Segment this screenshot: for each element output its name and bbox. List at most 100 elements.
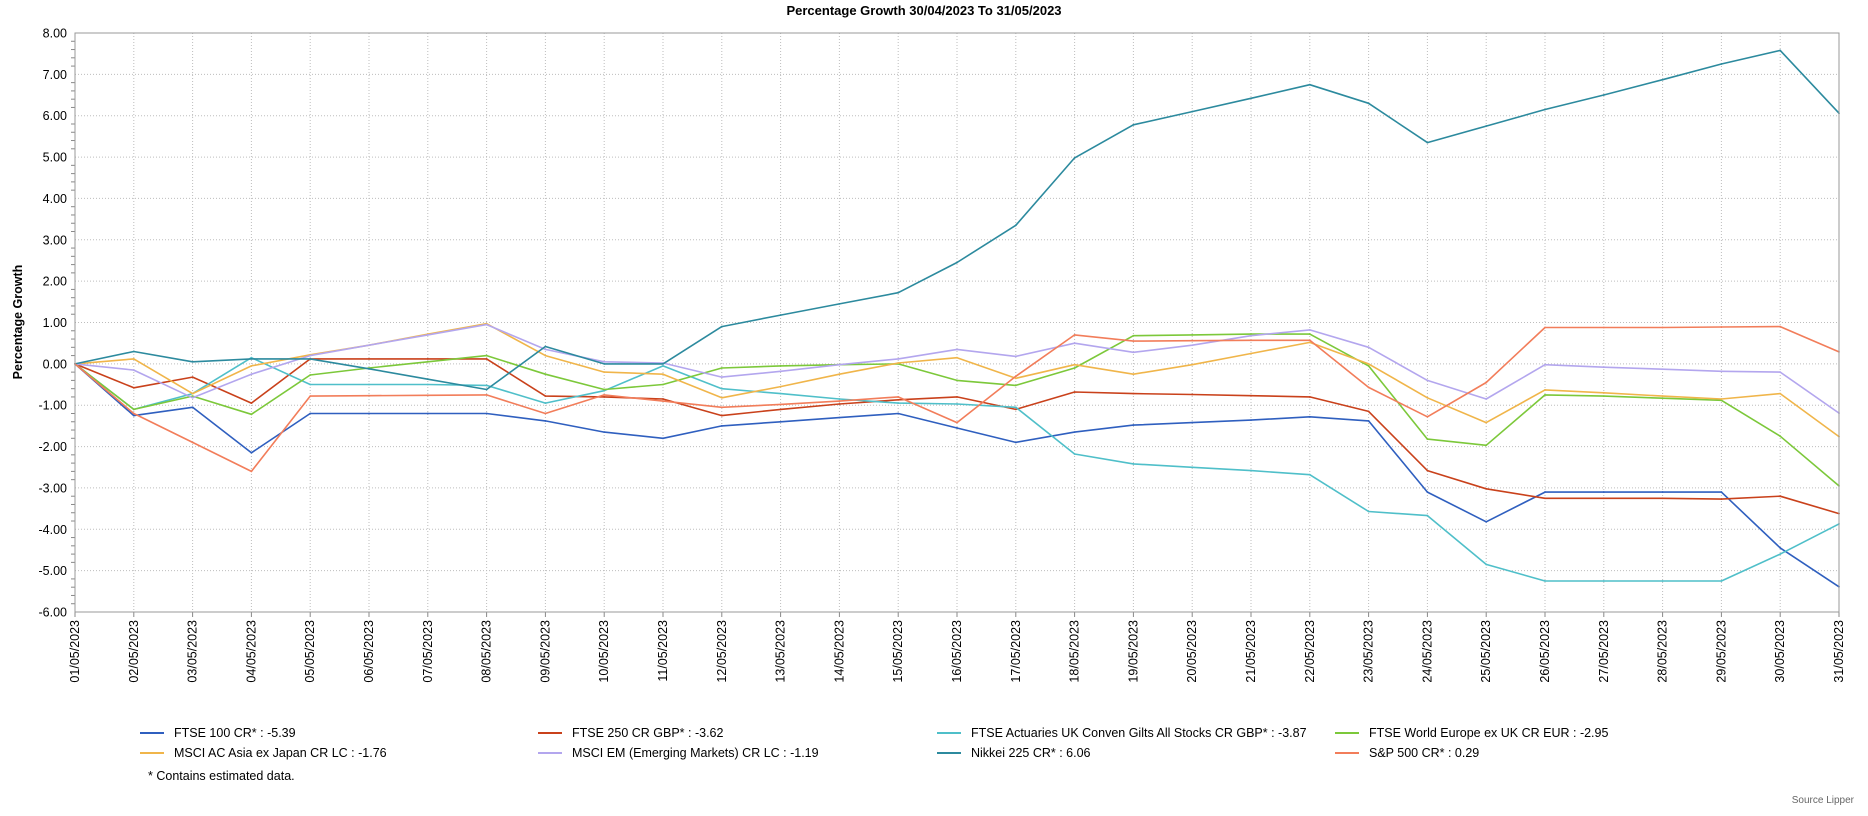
data-point — [1250, 334, 1252, 337]
data-point — [1720, 398, 1723, 400]
data-point — [720, 396, 723, 399]
data-point — [1779, 371, 1782, 374]
data-point — [779, 314, 782, 316]
data-point — [485, 354, 488, 357]
legend-swatch — [140, 732, 164, 734]
data-point — [309, 412, 312, 415]
data-point — [838, 403, 841, 405]
legend-swatch — [538, 752, 562, 754]
y-tick-label: 1.00 — [43, 316, 67, 330]
y-tick-label: -6.00 — [39, 606, 68, 620]
x-tick-label: 18/05/2023 — [1068, 620, 1082, 683]
data-point — [1661, 78, 1664, 81]
data-point — [1073, 453, 1076, 455]
y-tick-label: 4.00 — [43, 192, 67, 206]
series-4 — [74, 333, 1840, 487]
data-point — [897, 357, 900, 360]
data-point — [309, 383, 312, 386]
x-tick-label: 22/05/2023 — [1303, 620, 1317, 683]
data-point — [720, 367, 723, 369]
data-point — [426, 357, 429, 360]
data-point — [1250, 469, 1252, 472]
x-tick-label: 20/05/2023 — [1185, 620, 1199, 683]
data-point — [1367, 420, 1370, 422]
data-point — [779, 385, 782, 388]
data-point — [1485, 563, 1488, 566]
data-point — [603, 371, 606, 374]
legend-swatch — [1335, 732, 1359, 734]
data-point — [250, 373, 253, 376]
data-point — [1544, 389, 1546, 391]
data-point — [368, 344, 370, 347]
x-tick-label: 07/05/2023 — [421, 620, 435, 683]
series-1 — [74, 362, 1840, 588]
data-point — [1720, 498, 1723, 500]
data-point — [1426, 469, 1429, 472]
data-point — [132, 369, 135, 371]
data-point — [897, 362, 900, 364]
y-tick-label: 7.00 — [43, 68, 67, 82]
data-point — [544, 412, 547, 415]
data-point — [1191, 339, 1194, 342]
x-tick-label: 17/05/2023 — [1009, 620, 1023, 683]
data-point — [1720, 326, 1723, 328]
data-point — [1544, 393, 1546, 396]
data-point — [779, 365, 782, 367]
data-point — [779, 392, 782, 395]
data-point — [1779, 325, 1782, 328]
data-point — [544, 395, 547, 398]
legend-swatch — [140, 752, 164, 754]
data-point — [250, 451, 253, 454]
data-point — [1014, 375, 1017, 378]
data-point — [720, 325, 723, 328]
data-point — [779, 408, 782, 411]
data-point — [603, 393, 606, 396]
y-tick-label: 8.00 — [43, 27, 67, 41]
data-point — [1367, 102, 1370, 105]
plot-frame — [74, 32, 1840, 613]
data-point — [1661, 397, 1664, 400]
data-point — [662, 365, 664, 367]
data-point — [191, 360, 194, 363]
x-tick-label: 09/05/2023 — [538, 620, 552, 683]
data-point — [1661, 326, 1664, 329]
data-point — [1132, 373, 1135, 376]
data-point — [1250, 394, 1252, 397]
data-point — [956, 348, 958, 351]
data-point — [250, 470, 253, 473]
data-point — [1426, 379, 1429, 382]
data-point — [1544, 491, 1546, 493]
data-point — [1367, 346, 1370, 349]
data-point — [132, 408, 135, 411]
data-point — [1367, 386, 1370, 389]
data-point — [426, 360, 429, 363]
data-point — [426, 334, 429, 336]
data-point — [1132, 340, 1135, 343]
x-tick-label: 11/05/2023 — [656, 620, 670, 682]
data-point — [1720, 399, 1723, 402]
legend-item: FTSE World Europe ex UK CR EUR : -2.95 — [1335, 724, 1608, 742]
data-point — [720, 424, 723, 427]
data-point — [250, 357, 253, 360]
data-point — [720, 376, 723, 378]
data-point — [1014, 441, 1017, 444]
data-point — [191, 441, 194, 444]
legend-item: FTSE Actuaries UK Conven Gilts All Stock… — [937, 724, 1307, 742]
data-point — [1602, 94, 1605, 96]
x-tick-label: 26/05/2023 — [1538, 620, 1552, 683]
data-point — [1602, 391, 1605, 394]
data-point — [368, 394, 370, 397]
data-point — [544, 420, 547, 422]
data-point — [132, 412, 135, 415]
data-point — [1602, 366, 1605, 369]
data-point — [1132, 351, 1135, 354]
data-point — [1485, 444, 1488, 447]
data-point — [132, 414, 135, 417]
data-point — [1544, 497, 1546, 500]
data-point — [897, 398, 900, 401]
data-point — [1250, 97, 1252, 100]
data-point — [1191, 466, 1194, 469]
x-tick-label: 16/05/2023 — [950, 620, 964, 683]
data-point — [838, 400, 841, 402]
data-point — [485, 323, 488, 326]
